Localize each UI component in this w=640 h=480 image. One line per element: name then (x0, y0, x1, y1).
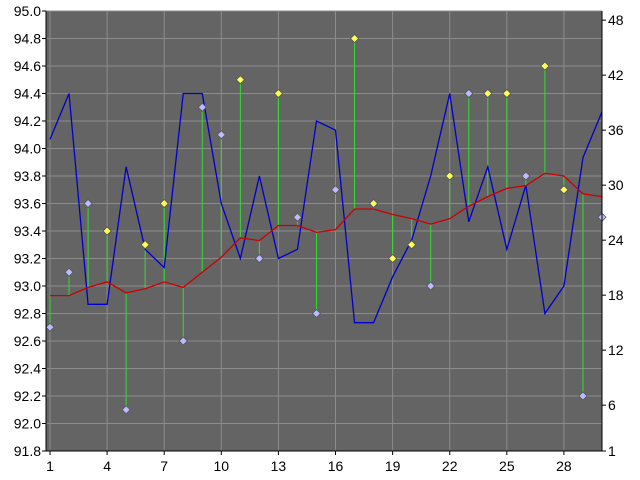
scatter-point (578, 391, 588, 401)
y-left-tick-label: 92.2 (14, 388, 41, 404)
scatter-point (502, 88, 512, 99)
y-left-tick-label: 92.0 (14, 416, 41, 432)
y-left-tick-label: 93.2 (14, 251, 41, 267)
scatter-point (559, 185, 569, 195)
x-tick-label: 10 (214, 458, 230, 474)
scatter-point (292, 212, 303, 222)
y-right-tick-label: 42 (608, 67, 624, 83)
scatter-point (64, 267, 74, 277)
y-left-tick-label: 94.2 (14, 113, 41, 129)
x-tick-label: 7 (160, 458, 168, 474)
x-tick-label: 13 (271, 458, 287, 474)
x-tick-label: 22 (442, 458, 458, 474)
series-line-red (50, 172, 603, 297)
scatter-point (140, 240, 150, 250)
y-left-tick-label: 93.6 (14, 196, 41, 212)
y-left-tick-label: 92.8 (14, 306, 41, 322)
y-right-tick-label: 48 (608, 12, 624, 28)
y-left-tick-label: 92.6 (14, 333, 41, 349)
y-left-tick-label: 91.8 (14, 443, 41, 459)
x-tick-label: 4 (103, 458, 111, 474)
scatter-point (407, 240, 417, 250)
y-left-tick-label: 93.0 (14, 278, 41, 294)
y-right-tick-label: 1 (608, 443, 616, 459)
scatter-markers (45, 33, 607, 415)
scatter-point (273, 88, 283, 99)
grid (46, 10, 602, 452)
scatter-point (521, 171, 531, 181)
y-left-tick-label: 94.0 (14, 141, 41, 157)
y-right-tick-label: 36 (608, 122, 624, 138)
scatter-point (121, 405, 131, 415)
y-right-tick-label: 24 (608, 232, 624, 248)
scatter-point (197, 102, 207, 112)
series-line-blue (49, 92, 603, 324)
x-tick-label: 19 (385, 458, 401, 474)
scatter-point (426, 281, 436, 291)
scatter-point (45, 322, 55, 332)
scatter-point (102, 226, 112, 236)
y-left-tick-label: 94.6 (14, 58, 41, 74)
series-lines (49, 92, 603, 324)
scatter-point (216, 130, 226, 140)
scatter-point (369, 198, 379, 209)
y-left-tick-label: 94.8 (14, 31, 41, 47)
scatter-point (445, 171, 455, 181)
scatter-point (330, 185, 341, 195)
scatter-point (235, 75, 245, 85)
x-tick-label: 16 (328, 458, 344, 474)
scatter-point (483, 88, 493, 99)
scatter-point (540, 61, 550, 71)
x-tick-label: 25 (499, 458, 515, 474)
y-right-tick-label: 18 (608, 287, 624, 303)
y-left-tick-label: 94.4 (14, 86, 41, 102)
y-right-tick-label: 30 (608, 177, 624, 193)
scatter-point (464, 88, 474, 99)
y-left-tick-label: 93.8 (14, 168, 41, 184)
y-left-tick-label: 93.4 (14, 223, 41, 239)
scatter-point (178, 336, 188, 346)
scatter-point (388, 253, 398, 264)
y-left-tick-label: 95.0 (14, 3, 41, 19)
scatter-point (349, 33, 360, 44)
scatter-point (254, 253, 264, 264)
tick-labels: 91.8 92.0 92.2 92.4 92.6 92.8 93.0 93.2 93.4 93.6… (14, 3, 624, 474)
connector-lines (49, 38, 603, 410)
y-left-tick-label: 92.4 (14, 361, 41, 377)
scatter-point (311, 308, 322, 319)
x-tick-label: 1 (46, 458, 54, 474)
scatter-point (159, 198, 169, 209)
scatter-point (83, 198, 93, 209)
y-right-tick-label: 6 (608, 397, 616, 413)
x-tick-label: 28 (556, 458, 572, 474)
y-right-tick-label: 12 (608, 342, 624, 358)
axes (42, 10, 606, 455)
